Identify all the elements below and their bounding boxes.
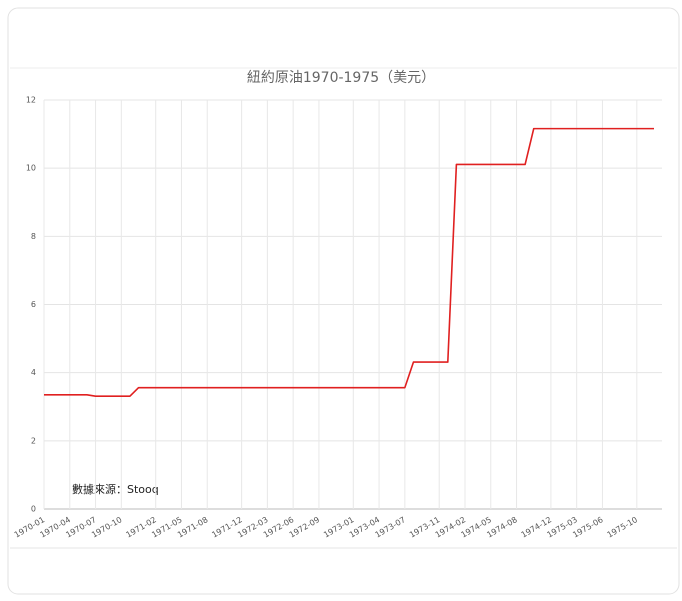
line: [44, 127, 654, 397]
y-tick-label: 12: [26, 96, 36, 105]
y-tick-label: 10: [26, 164, 36, 173]
annotation: 數據來源：Stooq: [72, 482, 159, 496]
chart-title: 紐約原油1970-1975（美元）: [247, 70, 435, 86]
y-tick-label: 8: [31, 232, 36, 241]
card: [7, 7, 680, 595]
y-tick-label: 0: [31, 505, 36, 514]
y-tick-label: 2: [31, 436, 36, 445]
y-tick-label: 4: [31, 368, 36, 377]
y-tick-label: 6: [31, 300, 36, 309]
